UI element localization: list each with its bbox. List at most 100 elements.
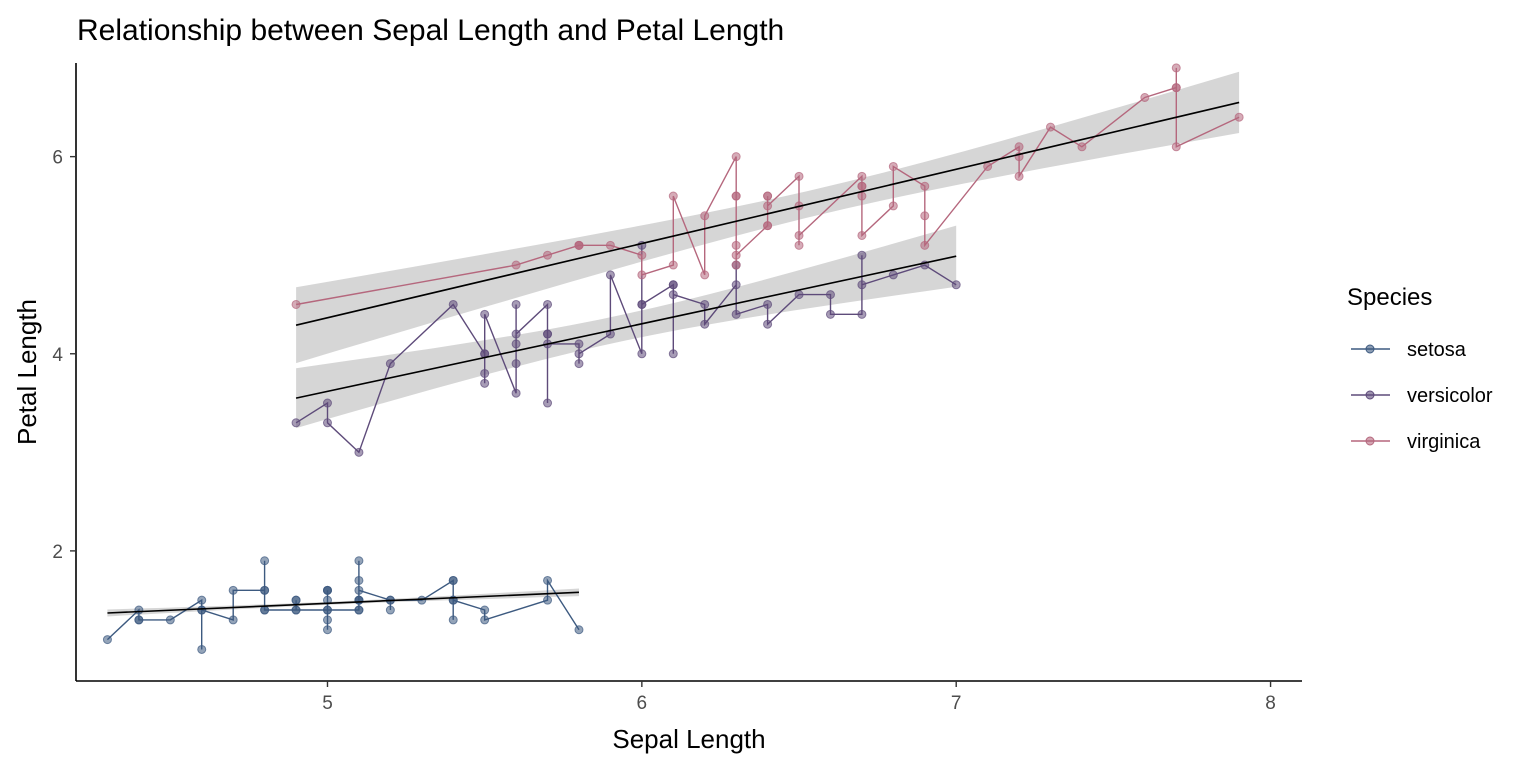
data-point-setosa [448,575,458,585]
data-point-setosa [354,585,364,595]
data-point-setosa [165,615,175,625]
legend-key-marker [1365,436,1375,446]
data-point-versicolor [511,359,521,369]
data-point-virginica [1171,142,1181,152]
data-point-virginica [920,211,930,221]
y-tick-label: 6 [52,148,63,169]
data-point-versicolor [574,359,584,369]
data-point-setosa [322,615,332,625]
data-point-versicolor [480,309,490,319]
data-point-versicolor [322,418,332,428]
legend: Species setosa versicolor virginica [1347,284,1493,453]
x-tick-label: 7 [951,693,962,714]
data-point-setosa [291,605,301,615]
data-point-versicolor [543,329,553,339]
data-point-setosa [354,575,364,585]
data-point-versicolor [700,319,710,329]
data-point-versicolor [731,309,741,319]
data-point-setosa [260,556,270,566]
data-point-virginica [291,299,301,309]
data-point-virginica [763,191,773,201]
trend-line-setosa [107,591,580,614]
data-point-versicolor [637,349,647,359]
data-point-versicolor [731,280,741,290]
data-point-versicolor [480,368,490,378]
x-axis-ticks: 5 6 7 8 [322,681,1276,714]
data-point-virginica [983,161,993,171]
trend-line-virginica [295,101,1240,326]
data-point-versicolor [574,339,584,349]
data-point-virginica [574,240,584,250]
y-axis-ticks: 2 4 6 [52,148,76,563]
data-point-virginica [668,260,678,270]
data-point-virginica [1014,142,1024,152]
data-point-setosa [322,625,332,635]
data-point-versicolor [825,290,835,300]
data-point-virginica [731,191,741,201]
data-point-virginica [700,270,710,280]
data-point-versicolor [700,299,710,309]
legend-key-marker [1365,344,1375,354]
data-point-virginica [543,250,553,260]
data-point-virginica [857,191,867,201]
data-point-virginica [668,191,678,201]
y-tick-label: 4 [52,345,63,366]
data-point-versicolor [888,270,898,280]
data-point-virginica [888,161,898,171]
data-point-virginica [1046,122,1056,132]
data-point-versicolor [857,250,867,260]
data-point-virginica [731,250,741,260]
data-point-setosa [354,605,364,615]
data-point-versicolor [511,339,521,349]
data-point-versicolor [322,398,332,408]
data-point-versicolor [448,299,458,309]
data-point-virginica [605,240,615,250]
data-point-setosa [322,595,332,605]
data-point-setosa [543,595,553,605]
x-tick-label: 8 [1265,693,1276,714]
data-point-setosa [322,585,332,595]
data-point-setosa [102,635,112,645]
data-point-virginica [794,230,804,240]
data-point-versicolor [511,299,521,309]
legend-label-versicolor: versicolor [1407,385,1493,407]
legend-label-virginica: virginica [1407,431,1481,453]
data-point-versicolor [543,299,553,309]
data-point-setosa [354,556,364,566]
data-point-setosa [197,595,207,605]
data-point-setosa [197,605,207,615]
data-point-virginica [857,230,867,240]
data-point-virginica [1234,112,1244,122]
data-point-versicolor [857,309,867,319]
data-point-virginica [1140,92,1150,102]
data-point-setosa [480,605,490,615]
data-point-setosa [574,625,584,635]
legend-label-setosa: setosa [1407,339,1467,361]
x-tick-label: 5 [322,693,333,714]
data-point-setosa [197,644,207,654]
data-point-versicolor [385,359,395,369]
data-point-versicolor [763,319,773,329]
data-point-virginica [1014,171,1024,181]
chart-title: Relationship between Sepal Length and Pe… [77,14,784,47]
data-point-versicolor [668,349,678,359]
data-point-versicolor [951,280,961,290]
data-point-versicolor [511,388,521,398]
data-point-virginica [731,260,741,270]
data-point-virginica [1077,142,1087,152]
data-point-versicolor [763,299,773,309]
data-point-versicolor [637,299,647,309]
trend-line-versicolor [295,255,957,399]
data-point-virginica [920,181,930,191]
data-point-setosa [228,615,238,625]
data-point-setosa [322,605,332,615]
x-tick-label: 6 [637,693,648,714]
data-point-setosa [354,595,364,605]
series-line-setosa [106,560,580,650]
data-point-virginica [637,250,647,260]
data-point-versicolor [668,290,678,300]
data-point-setosa [134,615,144,625]
data-point-virginica [920,240,930,250]
data-point-setosa [260,605,270,615]
